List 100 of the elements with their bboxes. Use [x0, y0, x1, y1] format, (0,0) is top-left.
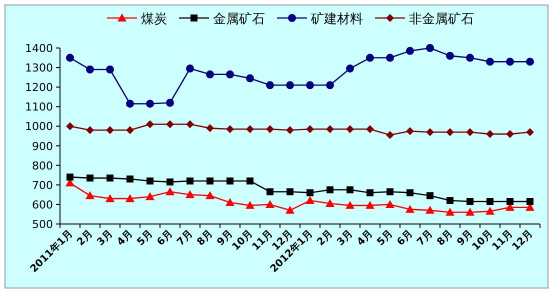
- point: [446, 208, 454, 216]
- y-tick-label: 1300: [25, 62, 53, 75]
- legend-label: 非金属矿石: [409, 12, 474, 27]
- x-tick-label: 8月: [435, 228, 456, 248]
- point: [86, 174, 94, 182]
- y-tick-label: 800: [32, 159, 53, 172]
- point: [206, 70, 214, 78]
- point: [406, 204, 414, 213]
- y-tick-label: 1200: [25, 81, 53, 94]
- point: [246, 177, 254, 184]
- point: [446, 52, 454, 60]
- point: [186, 177, 194, 184]
- point: [286, 81, 294, 90]
- point: [326, 186, 334, 194]
- point: [226, 198, 234, 206]
- point: [146, 192, 154, 200]
- point: [306, 125, 314, 134]
- point: [326, 125, 334, 134]
- point: [246, 200, 254, 209]
- point: [346, 200, 354, 209]
- x-tick-label: 7月: [415, 228, 436, 248]
- point: [66, 54, 74, 62]
- point: [266, 125, 274, 134]
- point: [86, 191, 94, 200]
- point: [106, 174, 114, 182]
- point: [246, 125, 254, 134]
- point: [526, 198, 534, 206]
- point: [486, 58, 494, 66]
- point: [186, 64, 194, 73]
- point: [406, 127, 414, 136]
- point: [246, 74, 254, 82]
- point: [286, 206, 294, 214]
- x-tick-label: 4月: [115, 228, 136, 248]
- point: [346, 125, 354, 134]
- legend-label: 金属矿石: [213, 12, 265, 27]
- x-tick-label: 8月: [195, 228, 216, 248]
- point: [66, 122, 74, 130]
- y-tick-label: 600: [32, 198, 53, 212]
- point: [226, 177, 234, 184]
- x-tick-label: 3月: [335, 228, 356, 248]
- point: [406, 46, 414, 55]
- point: [266, 200, 274, 208]
- point: [166, 178, 174, 186]
- point: [166, 98, 174, 107]
- legend-label: 煤炭: [141, 12, 167, 27]
- point: [366, 189, 374, 196]
- point: [306, 81, 314, 90]
- point: [426, 206, 434, 214]
- y-tick-label: 900: [32, 140, 53, 153]
- point: [366, 54, 374, 62]
- x-tick-label: 6月: [155, 228, 176, 248]
- point: [526, 58, 534, 66]
- x-tick-label: 2月: [75, 228, 96, 248]
- point: [226, 70, 234, 78]
- point: [466, 128, 474, 136]
- point: [106, 194, 114, 202]
- point: [106, 66, 114, 74]
- point: [346, 64, 354, 73]
- point: [466, 198, 474, 206]
- x-tick-label: 6月: [395, 228, 416, 248]
- x-tick-label: 3月: [95, 228, 116, 248]
- point: [146, 177, 154, 184]
- point: [486, 130, 494, 138]
- y-tick-label: 500: [32, 218, 53, 231]
- y-tick-label: 1100: [25, 100, 53, 114]
- point: [526, 128, 534, 136]
- point: [406, 189, 414, 196]
- y-tick-label: 1000: [25, 120, 53, 134]
- y-tick-label: 700: [32, 178, 53, 192]
- point: [266, 81, 274, 90]
- point: [86, 126, 94, 134]
- point: [466, 54, 474, 62]
- point: [506, 58, 514, 66]
- point: [426, 192, 434, 200]
- point: [126, 194, 134, 202]
- point: [386, 54, 394, 62]
- point: [286, 188, 294, 196]
- point: [306, 189, 314, 196]
- point: [126, 100, 134, 108]
- x-tick-label: 4月: [355, 228, 376, 248]
- point: [486, 206, 494, 215]
- point: [446, 128, 454, 136]
- point: [326, 81, 334, 90]
- point: [166, 120, 174, 128]
- point: [146, 100, 154, 108]
- point: [506, 130, 514, 138]
- point: [206, 124, 214, 132]
- x-tick-label: 7月: [175, 228, 196, 248]
- point: [306, 196, 314, 204]
- point: [506, 198, 514, 206]
- point: [146, 120, 154, 128]
- x-tick-label: 2月: [315, 228, 336, 248]
- point: [386, 131, 394, 140]
- point: [266, 188, 274, 196]
- point: [126, 176, 134, 183]
- point: [386, 188, 394, 196]
- point: [186, 190, 194, 198]
- point: [366, 125, 374, 134]
- point: [486, 198, 494, 206]
- point: [326, 198, 334, 207]
